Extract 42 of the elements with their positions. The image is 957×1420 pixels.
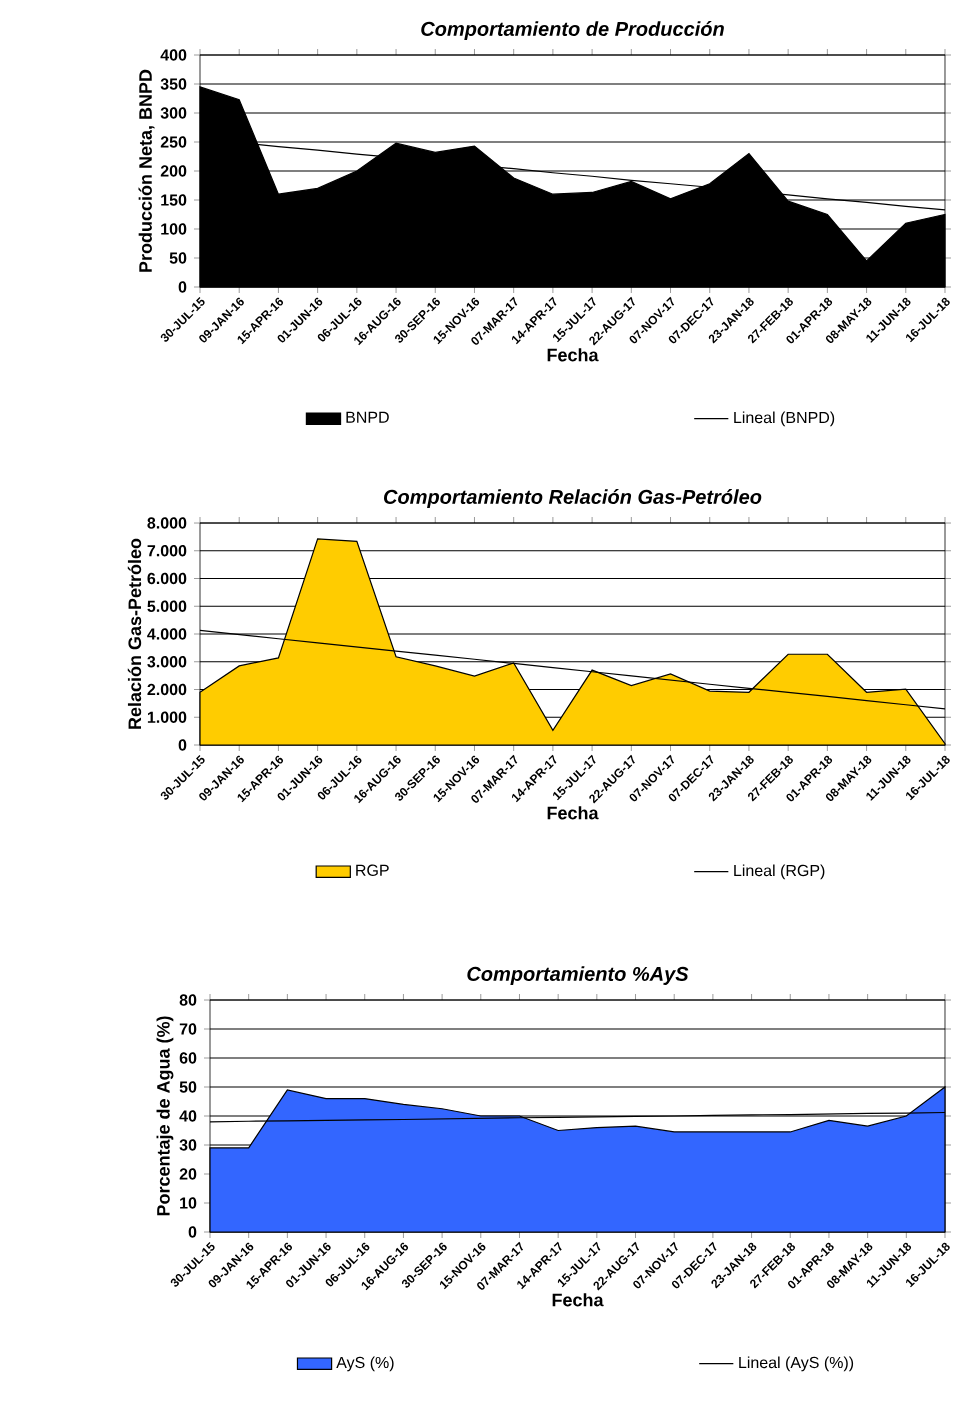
y-tick-label: 20 bbox=[179, 1168, 197, 1180]
legend-label: Lineal (RGP) bbox=[734, 864, 825, 880]
legend-label: Lineal (BNPD) bbox=[734, 411, 835, 427]
chart-title: Comportamiento %AyS bbox=[467, 966, 689, 985]
y-tick-label: 30 bbox=[179, 1139, 197, 1151]
y-axis-title: Producción Neta, BNPD bbox=[138, 69, 155, 272]
legend-label: BNPD bbox=[346, 411, 389, 423]
y-tick-label: 150 bbox=[161, 194, 187, 206]
y-tick-label: 350 bbox=[160, 78, 187, 90]
y-tick-label: 3.000 bbox=[147, 656, 187, 668]
y-tick-label: 0 bbox=[188, 1226, 197, 1238]
y-tick-label: 5.000 bbox=[147, 600, 187, 612]
legend-label: RGP bbox=[356, 864, 389, 876]
y-tick-label: 8.000 bbox=[147, 517, 187, 529]
x-axis-title: Fecha bbox=[552, 1293, 604, 1307]
y-tick-label: 400 bbox=[160, 49, 187, 61]
y-tick-label: 2.000 bbox=[147, 683, 187, 696]
y-tick-label: 50 bbox=[169, 252, 187, 264]
y-tick-label: 80 bbox=[179, 994, 197, 1006]
y-tick-label: 250 bbox=[160, 136, 187, 148]
y-tick-label: 50 bbox=[179, 1081, 197, 1093]
y-tick-label: 1.000 bbox=[147, 711, 187, 723]
x-axis-title: Fecha bbox=[547, 348, 599, 362]
chart-title: Comportamiento Relación Gas-Petróleo bbox=[383, 489, 762, 508]
y-tick-label: 7.000 bbox=[147, 545, 187, 557]
legend-label: AyS (%) bbox=[336, 1356, 394, 1372]
y-tick-label: 70 bbox=[179, 1023, 197, 1035]
legend-label: Lineal (AyS (%)) bbox=[739, 1356, 854, 1372]
x-axis-title: Fecha bbox=[547, 806, 599, 820]
y-tick-label: 40 bbox=[179, 1110, 197, 1122]
y-tick-label: 10 bbox=[180, 1197, 197, 1209]
y-tick-label: 200 bbox=[160, 165, 187, 177]
y-tick-label: 4.000 bbox=[147, 628, 187, 640]
y-tick-label: 300 bbox=[160, 107, 187, 119]
y-tick-label: 100 bbox=[161, 223, 187, 235]
y-axis-title: Relación Gas-Petróleo bbox=[127, 538, 142, 729]
chart-title: Comportamiento de Producción bbox=[421, 21, 724, 40]
y-tick-label: 0 bbox=[178, 281, 187, 293]
y-tick-label: 60 bbox=[179, 1052, 197, 1064]
y-tick-label: 6.000 bbox=[147, 572, 187, 585]
y-axis-title: Porcentaje de Agua (%) bbox=[156, 1016, 174, 1216]
y-tick-label: 0 bbox=[178, 739, 187, 751]
